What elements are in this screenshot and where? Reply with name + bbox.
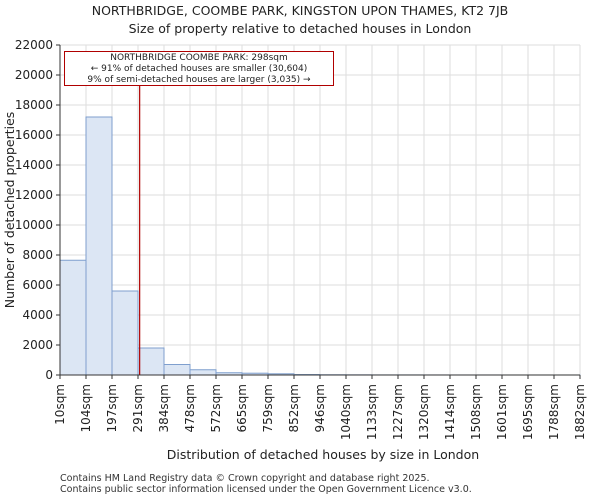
y-tick-label: 20000 [15, 68, 53, 82]
chart-subtitle: Size of property relative to detached ho… [128, 21, 472, 36]
x-tick-label: 197sqm [105, 384, 119, 432]
y-axis-label: Number of detached properties [2, 112, 17, 309]
x-tick-label: 1695sqm [521, 384, 535, 440]
y-axis-ticks: 0 2000 4000 6000 8000 10000 12000 14000 16000 180… [15, 38, 60, 382]
x-tick-label: 478sqm [183, 384, 197, 432]
y-tick-label: 8000 [22, 248, 53, 262]
y-tick-label: 14000 [15, 158, 53, 172]
y-tick-label: 18000 [15, 98, 53, 112]
y-tick-label: 0 [45, 368, 53, 382]
y-tick-label: 4000 [22, 308, 53, 322]
y-tick-label: 10000 [15, 218, 53, 232]
x-tick-label: 1508sqm [469, 384, 483, 440]
histogram-bar [59, 259, 87, 376]
x-tick-label: 1133sqm [365, 384, 379, 440]
x-tick-label: 946sqm [313, 384, 327, 432]
x-tick-label: 291sqm [131, 384, 145, 432]
histogram-bar [189, 369, 217, 376]
x-tick-label: 1227sqm [391, 384, 405, 440]
footer-licence: Contains public sector information licen… [60, 484, 472, 495]
histogram-bar [85, 116, 113, 376]
x-tick-label: 572sqm [209, 384, 223, 432]
x-tick-label: 1882sqm [573, 384, 587, 440]
x-tick-label: 1601sqm [495, 384, 509, 440]
x-tick-label: 665sqm [235, 384, 249, 432]
footer-copyright: Contains HM Land Registry data © Crown c… [60, 473, 430, 484]
y-tick-label: 6000 [22, 278, 53, 292]
x-tick-label: 10sqm [53, 384, 67, 425]
annotation-box: NORTHBRIDGE COOMBE PARK: 298sqm ← 91% of… [64, 51, 334, 86]
y-tick-label: 16000 [15, 128, 53, 142]
histogram-bar [111, 290, 139, 376]
histogram-bar [163, 364, 191, 376]
y-tick-label: 22000 [15, 38, 53, 52]
x-tick-label: 1320sqm [417, 384, 431, 440]
annotation-line-3: 9% of semi-detached houses are larger (3… [87, 75, 311, 85]
x-tick-label: 852sqm [287, 384, 301, 432]
x-tick-label: 1040sqm [339, 384, 353, 440]
x-tick-label: 104sqm [79, 384, 93, 432]
x-axis-ticks: 10sqm 104sqm 197sqm 291sqm 384sqm 478sqm 572sq… [53, 375, 587, 440]
x-tick-label: 759sqm [261, 384, 275, 432]
histogram-bar [137, 347, 165, 376]
annotation-line-1: NORTHBRIDGE COOMBE PARK: 298sqm [110, 53, 288, 63]
annotation-line-2: ← 91% of detached houses are smaller (30… [90, 64, 308, 74]
x-tick-label: 1788sqm [547, 384, 561, 440]
x-tick-label: 1414sqm [443, 384, 457, 440]
chart-title: NORTHBRIDGE, COOMBE PARK, KINGSTON UPON … [91, 3, 509, 18]
y-tick-label: 2000 [22, 338, 53, 352]
y-tick-label: 12000 [15, 188, 53, 202]
x-axis-label: Distribution of detached houses by size … [167, 447, 479, 462]
x-tick-label: 384sqm [157, 384, 171, 432]
